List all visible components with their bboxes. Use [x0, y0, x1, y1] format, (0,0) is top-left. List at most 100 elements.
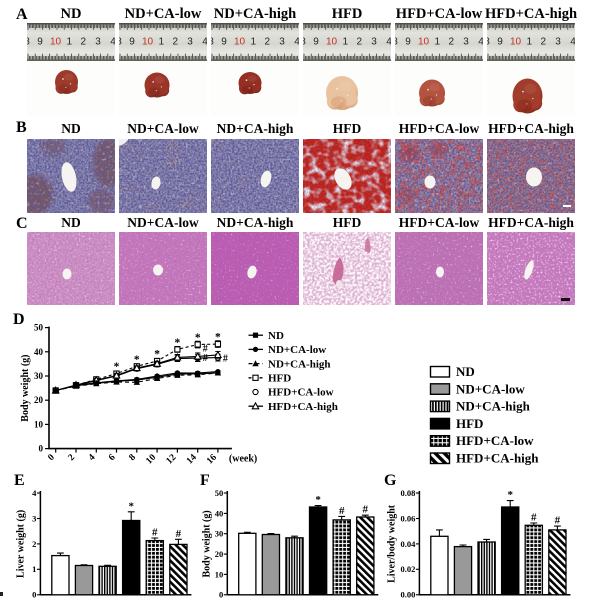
svg-text:6: 6 [107, 452, 118, 463]
svg-text:HFD: HFD [456, 416, 483, 431]
svg-text:3: 3 [32, 513, 36, 523]
svg-text:*: * [128, 500, 134, 512]
svg-text:HFD+CA-low: HFD+CA-low [456, 433, 534, 448]
svg-text:HFD: HFD [268, 373, 291, 385]
svg-text:4: 4 [478, 37, 483, 48]
svg-text:#: # [339, 505, 345, 517]
svg-text:ND+CA-high: ND+CA-high [456, 399, 531, 414]
svg-text:0.08: 0.08 [401, 488, 416, 498]
svg-text:8: 8 [119, 37, 122, 48]
svg-text:9: 9 [497, 37, 503, 48]
svg-text:#: # [555, 515, 561, 527]
svg-text:10: 10 [418, 37, 430, 48]
svg-text:0: 0 [46, 452, 57, 463]
svg-text:3: 3 [279, 37, 285, 48]
svg-text:0: 0 [32, 590, 36, 600]
svg-text:3: 3 [371, 37, 377, 48]
svg-text:*: * [175, 337, 181, 349]
svg-text:8: 8 [127, 452, 138, 463]
svg-text:1: 1 [251, 37, 257, 48]
svg-text:#: # [363, 504, 369, 516]
svg-text:10: 10 [34, 419, 44, 429]
svg-text:Liver/body weight: Liver/body weight [386, 504, 397, 583]
svg-text:16: 16 [205, 452, 219, 466]
svg-text:10: 10 [326, 37, 338, 48]
svg-text:10: 10 [144, 452, 158, 466]
svg-text:3: 3 [555, 37, 561, 48]
svg-text:20: 20 [215, 549, 224, 559]
svg-text:14: 14 [185, 452, 199, 466]
svg-text:4: 4 [87, 452, 98, 463]
svg-text:12: 12 [165, 452, 179, 466]
svg-text:4: 4 [110, 37, 115, 48]
svg-text:0.06: 0.06 [401, 513, 416, 523]
svg-text:2: 2 [357, 37, 363, 48]
svg-text:0: 0 [39, 444, 44, 454]
svg-text:2: 2 [32, 539, 36, 549]
svg-text:9: 9 [37, 37, 43, 48]
svg-text:ND: ND [456, 364, 475, 379]
svg-text:40: 40 [215, 508, 224, 518]
svg-text:10: 10 [50, 37, 62, 48]
svg-text:20: 20 [34, 395, 44, 405]
svg-text:Body weight (g): Body weight (g) [20, 354, 31, 421]
svg-text:8: 8 [211, 37, 214, 48]
svg-text:2: 2 [173, 37, 179, 48]
svg-text:*: * [215, 332, 221, 344]
svg-text:*: * [134, 354, 140, 366]
svg-text:10: 10 [234, 37, 246, 48]
svg-text:1: 1 [32, 564, 36, 574]
svg-text:#: # [223, 354, 228, 365]
svg-text:1: 1 [343, 37, 349, 48]
svg-text:*: * [114, 361, 120, 373]
svg-text:ND+CA-low: ND+CA-low [268, 344, 326, 356]
svg-text:0.02: 0.02 [401, 564, 416, 574]
svg-text:10: 10 [215, 569, 224, 579]
svg-text:HFD+CA-high: HFD+CA-high [456, 451, 539, 466]
svg-text:1: 1 [527, 37, 533, 48]
svg-text:Liver weight (g): Liver weight (g) [15, 510, 26, 578]
svg-text:(week): (week) [229, 454, 257, 465]
svg-text:10: 10 [510, 37, 522, 48]
svg-text:4: 4 [202, 37, 207, 48]
svg-text:2: 2 [265, 37, 271, 48]
svg-text:2: 2 [449, 37, 455, 48]
svg-text:#: # [203, 343, 208, 354]
svg-text:#: # [176, 528, 182, 540]
svg-text:40: 40 [34, 347, 44, 357]
svg-text:50: 50 [215, 488, 224, 498]
svg-text:9: 9 [313, 37, 319, 48]
svg-text:*: * [154, 349, 160, 361]
svg-text:*: * [195, 332, 201, 344]
svg-text:8: 8 [487, 37, 490, 48]
svg-text:8: 8 [303, 37, 306, 48]
svg-text:50: 50 [34, 323, 44, 333]
svg-text:9: 9 [405, 37, 411, 48]
svg-text:4: 4 [570, 37, 575, 48]
svg-text:*: * [315, 494, 321, 506]
svg-text:ND+CA-high: ND+CA-high [268, 358, 331, 370]
svg-text:*: * [507, 489, 513, 501]
svg-text:9: 9 [129, 37, 135, 48]
svg-text:HFD+CA-high: HFD+CA-high [268, 401, 338, 413]
svg-text:#: # [203, 353, 208, 364]
svg-text:30: 30 [215, 529, 224, 539]
svg-text:4: 4 [32, 488, 37, 498]
svg-text:#: # [152, 527, 158, 539]
svg-text:8: 8 [27, 37, 30, 48]
svg-text:3: 3 [187, 37, 193, 48]
svg-text:10: 10 [142, 37, 154, 48]
svg-text:HFD+CA-low: HFD+CA-low [268, 387, 334, 399]
svg-text:Body weight (g): Body weight (g) [201, 510, 212, 577]
svg-text:1: 1 [67, 37, 73, 48]
svg-text:2: 2 [67, 452, 78, 463]
svg-text:2: 2 [81, 37, 87, 48]
svg-text:9: 9 [221, 37, 227, 48]
svg-text:1: 1 [159, 37, 165, 48]
svg-text:30: 30 [34, 371, 44, 381]
svg-text:3: 3 [463, 37, 469, 48]
svg-text:ND+CA-low: ND+CA-low [456, 381, 525, 396]
svg-text:2: 2 [541, 37, 547, 48]
svg-text:1: 1 [435, 37, 441, 48]
svg-text:#: # [531, 512, 537, 524]
